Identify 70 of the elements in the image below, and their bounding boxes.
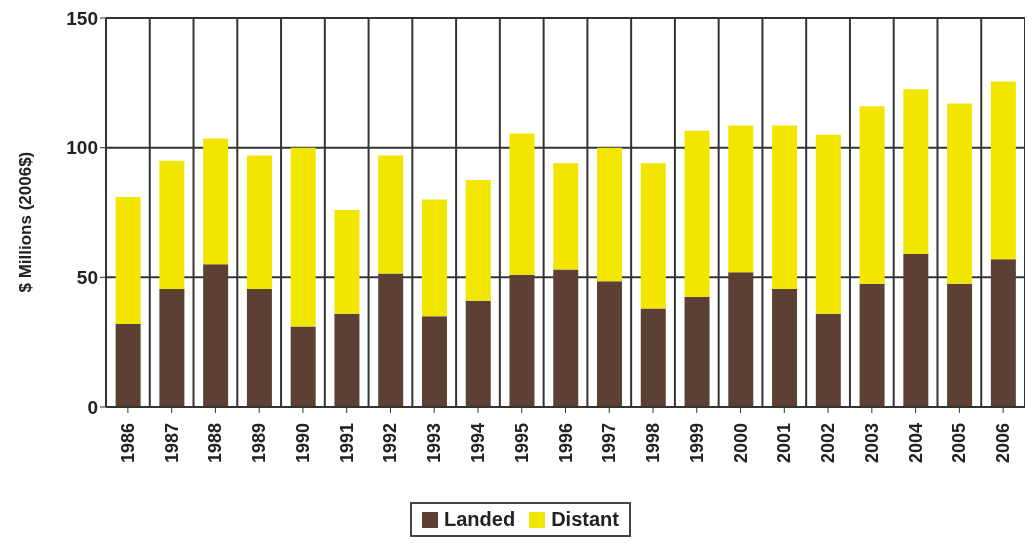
x-tick-label: 1988: [205, 423, 226, 464]
bar: [159, 289, 185, 407]
x-tick-label: 2005: [949, 423, 970, 464]
x-tick-label: 1992: [380, 423, 401, 464]
bar: [203, 138, 229, 265]
bar: [947, 103, 973, 284]
bar: [465, 180, 491, 301]
bar: [597, 147, 623, 282]
y-tick-label: 100: [66, 137, 98, 159]
bar: [815, 313, 841, 407]
x-tick-label: 1990: [292, 423, 313, 464]
bar: [728, 125, 754, 273]
bar: [640, 163, 666, 309]
bar: [684, 296, 710, 407]
bar: [421, 199, 447, 317]
bar: [334, 209, 360, 314]
x-tick-label: 2004: [905, 423, 926, 464]
x-tick-label: 1999: [686, 423, 707, 464]
bar: [947, 283, 973, 407]
x-tick-label: 1994: [467, 423, 488, 464]
bar: [290, 147, 316, 327]
bar: [509, 133, 535, 275]
bar: [553, 163, 579, 270]
bar: [728, 272, 754, 407]
bar: [115, 324, 141, 407]
x-tick-label: 1986: [117, 423, 138, 464]
bar: [684, 130, 710, 297]
x-tick-label: 1998: [643, 423, 664, 464]
bar: [772, 289, 798, 407]
bar: [203, 264, 229, 407]
bar: [509, 274, 535, 407]
bar: [246, 155, 272, 289]
bar: [465, 300, 491, 407]
bar: [553, 269, 579, 407]
x-tick-label: 2002: [818, 423, 839, 464]
bar: [903, 253, 929, 407]
bar: [903, 89, 929, 254]
x-tick-label: 1987: [161, 423, 182, 464]
x-tick-label: 1996: [555, 423, 576, 464]
bar: [597, 281, 623, 407]
bar: [859, 283, 885, 407]
bar: [115, 196, 141, 325]
y-tick-label: 0: [87, 396, 98, 418]
bar: [378, 273, 404, 407]
x-tick-label: 2006: [993, 423, 1014, 464]
bar: [640, 308, 666, 407]
y-tick-label: 50: [76, 267, 98, 289]
x-tick-label: 1997: [599, 423, 620, 464]
y-axis-title: $ Millions (2006$): [16, 151, 36, 293]
bar: [772, 125, 798, 289]
bar: [378, 155, 404, 274]
bar: [246, 289, 272, 407]
bar: [290, 326, 316, 407]
legend-label: Distant: [551, 508, 619, 531]
bar: [421, 316, 447, 407]
x-tick-label: 2000: [730, 423, 751, 464]
bar: [990, 259, 1016, 407]
bar: [859, 106, 885, 284]
bar: [159, 160, 185, 289]
x-tick-label: 1993: [424, 423, 445, 464]
y-tick-label: 150: [66, 7, 98, 29]
x-tick-label: 1995: [511, 423, 532, 464]
x-tick-label: 1991: [336, 423, 357, 464]
bar: [815, 134, 841, 314]
x-tick-label: 1989: [249, 423, 270, 464]
legend-label: Landed: [444, 508, 516, 531]
bar: [990, 81, 1016, 260]
x-tick-label: 2001: [774, 423, 795, 464]
bar: [334, 313, 360, 407]
x-tick-label: 2003: [861, 423, 882, 464]
